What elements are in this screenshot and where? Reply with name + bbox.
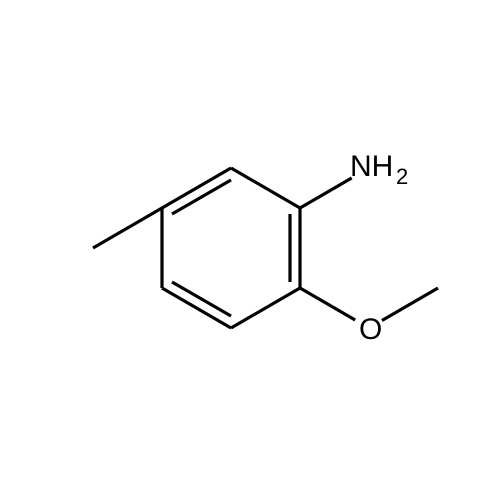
molecule-diagram: NH2 O — [0, 0, 500, 500]
atom-label-1: 2 — [396, 164, 408, 189]
canvas-background — [0, 0, 500, 500]
atom-label-2: O — [359, 313, 382, 346]
atom-label-0: NH — [350, 150, 393, 183]
